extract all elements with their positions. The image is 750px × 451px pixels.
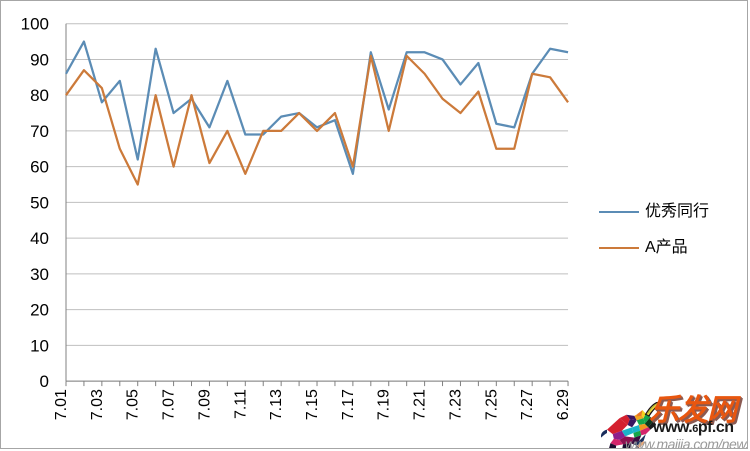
svg-text:20: 20 bbox=[30, 301, 49, 320]
svg-text:7.09: 7.09 bbox=[196, 389, 213, 420]
svg-text:90: 90 bbox=[30, 50, 49, 69]
svg-text:50: 50 bbox=[30, 193, 49, 212]
svg-text:7.17: 7.17 bbox=[340, 389, 357, 420]
svg-text:7.03: 7.03 bbox=[89, 389, 106, 420]
svg-text:0: 0 bbox=[40, 372, 49, 391]
svg-text:7.27: 7.27 bbox=[519, 389, 536, 420]
svg-text:7.15: 7.15 bbox=[304, 389, 321, 420]
svg-text:7.19: 7.19 bbox=[376, 389, 393, 420]
svg-text:40: 40 bbox=[30, 229, 49, 248]
svg-text:7.11: 7.11 bbox=[232, 389, 249, 419]
svg-text:30: 30 bbox=[30, 265, 49, 284]
svg-text:7.05: 7.05 bbox=[125, 389, 142, 420]
svg-text:6.29: 6.29 bbox=[555, 389, 572, 420]
svg-text:7.23: 7.23 bbox=[447, 389, 464, 420]
svg-text:7.01: 7.01 bbox=[53, 389, 70, 420]
svg-text:70: 70 bbox=[30, 122, 49, 141]
svg-text:60: 60 bbox=[30, 158, 49, 177]
svg-text:7.21: 7.21 bbox=[412, 389, 429, 420]
svg-text:10: 10 bbox=[30, 336, 49, 355]
svg-text:7.13: 7.13 bbox=[268, 389, 285, 420]
svg-text:7.25: 7.25 bbox=[483, 389, 500, 420]
svg-text:80: 80 bbox=[30, 86, 49, 105]
svg-text:7.07: 7.07 bbox=[161, 389, 178, 420]
svg-text:100: 100 bbox=[21, 15, 49, 34]
